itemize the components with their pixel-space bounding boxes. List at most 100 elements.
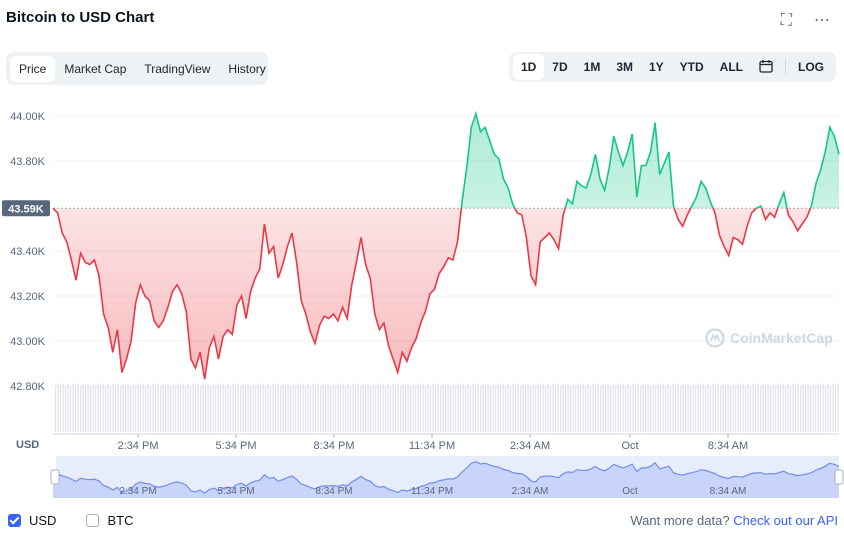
volume-bar <box>390 386 392 432</box>
volume-bar <box>357 383 359 432</box>
volume-bar <box>57 383 59 432</box>
more-icon[interactable]: ⋯ <box>814 12 830 29</box>
volume-bar <box>90 386 92 432</box>
volume-bar <box>592 383 594 432</box>
volume-bar <box>477 383 479 432</box>
volume-bar <box>640 386 642 432</box>
tab-tradingview[interactable]: TradingView <box>144 61 211 76</box>
volume-bar <box>312 383 314 432</box>
area-above-reference <box>53 113 839 209</box>
volume-bar <box>747 383 749 432</box>
volume-bar <box>270 386 272 432</box>
volume-bar <box>257 383 259 432</box>
volume-bar <box>297 383 299 432</box>
volume-bar <box>700 386 702 432</box>
volume-bar <box>332 383 334 432</box>
tab-market-cap[interactable]: Market Cap <box>64 61 127 76</box>
range-navigator[interactable]: 2:34 PM 5:34 PM 8:34 PM 11:34 PM 2:34 AM Oct 8… <box>50 456 844 498</box>
volume-bar <box>662 383 664 432</box>
tab-history[interactable]: History <box>228 61 266 76</box>
volume-bar <box>792 383 794 432</box>
volume-bar <box>587 383 589 432</box>
volume-bar <box>62 383 64 432</box>
volume-bar <box>530 386 532 432</box>
range-all[interactable]: ALL <box>719 60 743 74</box>
volume-bar <box>195 386 197 432</box>
volume-bar <box>175 386 177 432</box>
btc-checkbox[interactable] <box>86 514 100 527</box>
volume-bar <box>255 386 257 432</box>
y-tick-label: 43.40K <box>10 246 46 258</box>
range-3m[interactable]: 3M <box>616 60 633 74</box>
volume-bar <box>570 386 572 432</box>
volume-bar <box>680 386 682 432</box>
tab-price[interactable]: Price <box>10 55 56 82</box>
volume-bar <box>472 383 474 432</box>
volume-bar <box>497 383 499 432</box>
volume-bar <box>305 386 307 432</box>
volume-bar <box>797 383 799 432</box>
navigator-tick-label: 5:34 PM <box>217 486 254 497</box>
range-1y[interactable]: 1Y <box>648 60 664 74</box>
api-link[interactable]: Check out our API <box>733 513 838 528</box>
volume-bar <box>237 383 239 432</box>
navigator-right-handle[interactable] <box>834 469 844 485</box>
volume-bar <box>302 383 304 432</box>
fullscreen-icon[interactable]: ⛶ <box>780 12 792 29</box>
volume-bar <box>232 383 234 432</box>
log-toggle[interactable]: LOG <box>798 60 824 74</box>
volume-bar <box>775 386 777 432</box>
volume-bar <box>697 383 699 432</box>
usd-checkbox[interactable] <box>8 514 21 527</box>
volume-bar <box>777 383 779 432</box>
volume-bar <box>172 383 174 432</box>
x-tick-label: Oct <box>621 440 638 452</box>
calendar-icon[interactable] <box>751 59 781 76</box>
volume-bar <box>285 386 287 432</box>
volume-bar <box>535 386 537 432</box>
volume-bar <box>750 386 752 432</box>
x-tick-label: 5:34 PM <box>216 440 257 452</box>
volume-bar <box>500 386 502 432</box>
volume-bar <box>205 386 207 432</box>
range-1m[interactable]: 1M <box>583 60 601 74</box>
volume-bar <box>542 383 544 432</box>
volume-bar <box>562 383 564 432</box>
volume-bar <box>187 383 189 432</box>
volume-bar <box>267 383 269 432</box>
volume-bar <box>152 383 154 432</box>
range-1d[interactable]: 1D <box>512 54 545 80</box>
price-line-up <box>53 110 840 209</box>
volume-bar <box>745 386 747 432</box>
volume-bar <box>162 383 164 432</box>
volume-bar <box>505 386 507 432</box>
volume-bar <box>340 386 342 432</box>
range-ytd[interactable]: YTD <box>679 60 704 74</box>
volume-bar <box>610 386 612 432</box>
usd-label: USD <box>29 513 57 528</box>
volume-bar <box>757 383 759 432</box>
api-promo: Want more data? Check out our API <box>630 513 838 528</box>
volume-bar <box>605 386 607 432</box>
volume-bar <box>447 383 449 432</box>
volume-bar <box>85 386 87 432</box>
volume-bar <box>455 386 457 432</box>
volume-bar <box>87 383 89 432</box>
volume-bar <box>837 383 839 432</box>
volume-bar <box>802 383 804 432</box>
volume-bar <box>790 386 792 432</box>
volume-bar <box>732 383 734 432</box>
volume-bar <box>835 386 837 432</box>
volume-bar <box>120 386 122 432</box>
navigator-tick-label: 8:34 AM <box>710 486 747 497</box>
navigator-left-handle[interactable] <box>50 469 60 485</box>
volume-bar <box>727 383 729 432</box>
range-7d[interactable]: 7D <box>552 60 568 74</box>
volume-bar <box>522 383 524 432</box>
volume-bar <box>92 383 94 432</box>
volume-bar <box>637 383 639 432</box>
volume-bar <box>117 383 119 432</box>
volume-bar <box>277 383 279 432</box>
reference-badge: 43.59K <box>2 200 50 217</box>
